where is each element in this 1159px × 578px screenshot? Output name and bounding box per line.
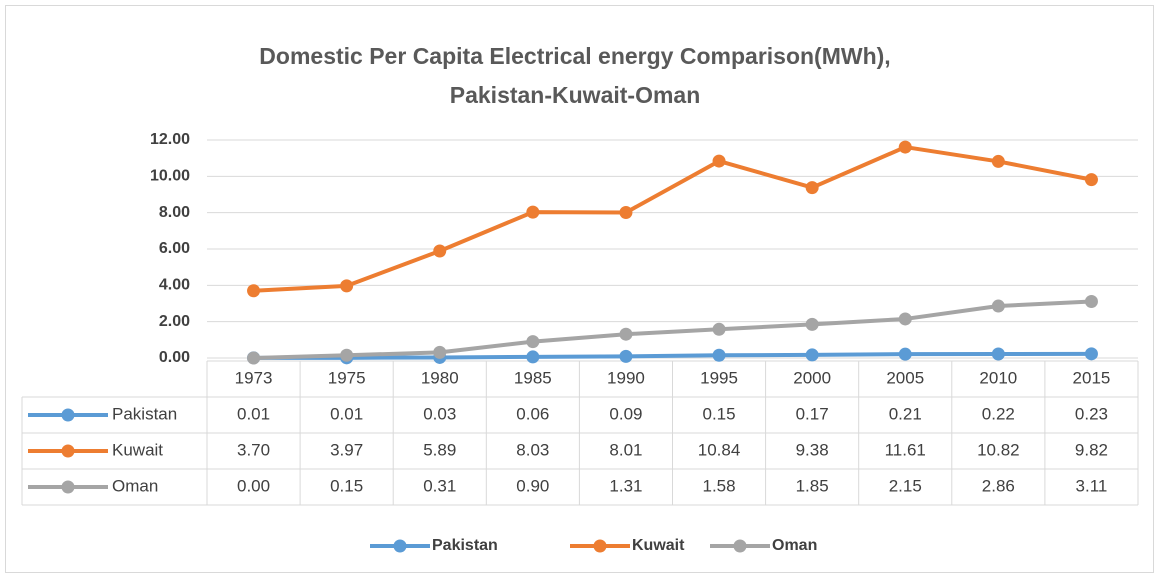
x-tick-label: 1975 bbox=[328, 368, 366, 387]
x-tick-label: 1973 bbox=[235, 368, 273, 387]
data-point bbox=[805, 181, 819, 195]
legend-label: Oman bbox=[112, 476, 158, 495]
legend-key bbox=[733, 539, 747, 553]
chart-title: Domestic Per Capita Electrical energy Co… bbox=[259, 43, 890, 69]
data-label: 0.09 bbox=[609, 404, 642, 423]
x-tick-label: 2005 bbox=[886, 368, 924, 387]
data-label: 10.82 bbox=[977, 440, 1020, 459]
data-label: 0.01 bbox=[237, 404, 270, 423]
data-point bbox=[898, 140, 912, 154]
data-point bbox=[712, 322, 726, 336]
data-point bbox=[526, 205, 540, 219]
data-label: 0.15 bbox=[703, 404, 736, 423]
data-point bbox=[619, 349, 633, 363]
data-point bbox=[526, 350, 540, 364]
data-label: 0.15 bbox=[330, 476, 363, 495]
x-tick-label: 1995 bbox=[700, 368, 738, 387]
series-line bbox=[253, 299, 1092, 360]
data-point bbox=[991, 347, 1005, 361]
data-point bbox=[247, 351, 261, 365]
data-point bbox=[898, 312, 912, 326]
y-tick-label: 12.00 bbox=[150, 131, 190, 148]
data-point bbox=[712, 348, 726, 362]
data-point bbox=[1084, 295, 1098, 309]
data-label: 1.31 bbox=[609, 476, 642, 495]
chart-title: Pakistan-Kuwait-Oman bbox=[450, 82, 701, 108]
y-tick-label: 2.00 bbox=[159, 313, 190, 330]
data-label: 0.01 bbox=[330, 404, 363, 423]
data-label: 3.97 bbox=[330, 440, 363, 459]
data-point bbox=[340, 279, 354, 293]
y-tick-label: 4.00 bbox=[159, 277, 190, 294]
data-label: 9.38 bbox=[796, 440, 829, 459]
data-label: 0.00 bbox=[237, 476, 270, 495]
data-label: 1.58 bbox=[703, 476, 736, 495]
legend-label: Oman bbox=[772, 537, 817, 554]
legend-key bbox=[393, 539, 407, 553]
series-line bbox=[253, 145, 1092, 293]
data-point bbox=[619, 327, 633, 341]
data-label: 10.84 bbox=[698, 440, 741, 459]
y-tick-label: 10.00 bbox=[150, 168, 190, 185]
data-label: 8.01 bbox=[609, 440, 642, 459]
y-tick-label: 8.00 bbox=[159, 204, 190, 221]
data-point bbox=[526, 335, 540, 349]
data-label: 0.31 bbox=[423, 476, 456, 495]
data-label: 0.90 bbox=[516, 476, 549, 495]
data-point bbox=[247, 284, 261, 298]
legend-label: Kuwait bbox=[112, 440, 163, 459]
data-point bbox=[1084, 173, 1098, 187]
x-tick-label: 1985 bbox=[514, 368, 552, 387]
data-point bbox=[1084, 347, 1098, 361]
data-point bbox=[712, 154, 726, 168]
data-point bbox=[805, 348, 819, 362]
data-label: 0.22 bbox=[982, 404, 1015, 423]
data-label: 3.11 bbox=[1076, 476, 1108, 495]
legend-label: Kuwait bbox=[632, 537, 685, 554]
data-label: 3.70 bbox=[237, 440, 270, 459]
data-label: 11.61 bbox=[885, 440, 926, 459]
legend-key bbox=[61, 408, 75, 422]
data-point bbox=[619, 205, 633, 219]
data-point bbox=[805, 317, 819, 331]
data-point bbox=[433, 345, 447, 359]
legend-key bbox=[61, 444, 75, 458]
legend-label: Pakistan bbox=[432, 537, 498, 554]
data-label: 0.23 bbox=[1075, 404, 1108, 423]
data-point bbox=[433, 244, 447, 258]
data-label: 2.15 bbox=[889, 476, 922, 495]
data-label: 8.03 bbox=[516, 440, 549, 459]
data-point bbox=[898, 347, 912, 361]
data-label: 9.82 bbox=[1075, 440, 1108, 459]
legend-key bbox=[61, 480, 75, 494]
data-label: 5.89 bbox=[423, 440, 456, 459]
x-tick-label: 1980 bbox=[421, 368, 459, 387]
series-line bbox=[253, 351, 1092, 360]
data-label: 1.85 bbox=[796, 476, 829, 495]
x-tick-label: 2000 bbox=[793, 368, 831, 387]
data-point bbox=[991, 299, 1005, 313]
data-point bbox=[991, 154, 1005, 168]
data-label: 0.06 bbox=[516, 404, 549, 423]
data-label: 0.21 bbox=[889, 404, 922, 423]
x-tick-label: 2015 bbox=[1073, 368, 1111, 387]
data-label: 2.86 bbox=[982, 476, 1015, 495]
legend-key bbox=[593, 539, 607, 553]
data-label: 0.17 bbox=[796, 404, 829, 423]
y-tick-label: 0.00 bbox=[159, 349, 190, 366]
data-point bbox=[340, 348, 354, 362]
x-tick-label: 2010 bbox=[979, 368, 1017, 387]
y-tick-label: 6.00 bbox=[159, 240, 190, 257]
x-tick-label: 1990 bbox=[607, 368, 645, 387]
legend-label: Pakistan bbox=[112, 404, 177, 423]
data-label: 0.03 bbox=[423, 404, 456, 423]
